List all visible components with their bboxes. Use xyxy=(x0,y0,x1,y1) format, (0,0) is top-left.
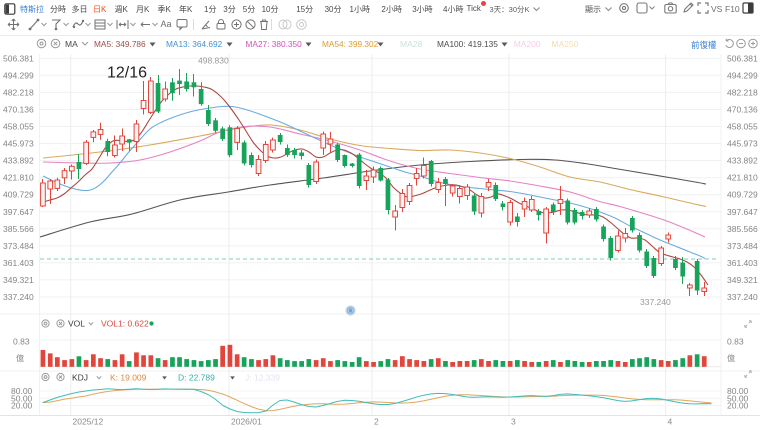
svg-text:433.892: 433.892 xyxy=(3,156,34,166)
svg-text:458.055: 458.055 xyxy=(3,122,34,132)
svg-text:482.218: 482.218 xyxy=(3,87,34,97)
svg-text:2026/01: 2026/01 xyxy=(231,417,262,427)
svg-text:50.00: 50.00 xyxy=(727,393,749,403)
svg-text:433.892: 433.892 xyxy=(727,156,758,166)
svg-text:80.00: 80.00 xyxy=(11,386,33,396)
svg-text:482.218: 482.218 xyxy=(727,87,758,97)
svg-text:VOL: VOL xyxy=(68,319,85,329)
svg-text:385.566: 385.566 xyxy=(3,224,34,234)
svg-text:J: 12.339: J: 12.339 xyxy=(245,373,280,383)
svg-text:4: 4 xyxy=(668,417,673,427)
svg-text:506.381: 506.381 xyxy=(727,53,758,63)
svg-text:2: 2 xyxy=(374,417,379,427)
svg-text:D: 22.789: D: 22.789 xyxy=(178,373,215,383)
svg-text:2025/12: 2025/12 xyxy=(73,417,104,427)
svg-text:409.729: 409.729 xyxy=(3,190,34,200)
svg-text:506.381: 506.381 xyxy=(3,53,34,63)
svg-text:80.00: 80.00 xyxy=(727,386,749,396)
svg-text:494.299: 494.299 xyxy=(727,70,758,80)
svg-text:409.729: 409.729 xyxy=(727,190,758,200)
svg-text:445.973: 445.973 xyxy=(727,139,758,149)
svg-text:373.484: 373.484 xyxy=(727,241,758,251)
svg-text:421.810: 421.810 xyxy=(727,173,758,183)
svg-text:20.00: 20.00 xyxy=(11,401,33,411)
svg-text:421.810: 421.810 xyxy=(3,173,34,183)
svg-text:397.647: 397.647 xyxy=(727,207,758,217)
svg-text:50.00: 50.00 xyxy=(11,393,33,403)
svg-text:470.136: 470.136 xyxy=(727,104,758,114)
svg-text:445.973: 445.973 xyxy=(3,139,34,149)
svg-text:337.240: 337.240 xyxy=(640,297,671,307)
svg-text:12/16: 12/16 xyxy=(107,65,147,82)
svg-text:498.830: 498.830 xyxy=(198,56,229,66)
svg-text:470.136: 470.136 xyxy=(3,104,34,114)
svg-text:20.00: 20.00 xyxy=(727,401,749,411)
svg-text:0.83: 0.83 xyxy=(727,337,744,347)
svg-text:349.321: 349.321 xyxy=(727,275,758,285)
svg-text:361.403: 361.403 xyxy=(3,258,34,268)
svg-text:397.647: 397.647 xyxy=(3,207,34,217)
svg-text:KDJ: KDJ xyxy=(72,373,88,383)
svg-text:337.240: 337.240 xyxy=(727,292,758,302)
svg-text:458.055: 458.055 xyxy=(727,122,758,132)
svg-text:億: 億 xyxy=(727,353,735,363)
svg-text:337.240: 337.240 xyxy=(3,292,34,302)
svg-text:VOL1: 0.622: VOL1: 0.622 xyxy=(101,319,149,329)
svg-text:0.83: 0.83 xyxy=(13,337,30,347)
svg-text:385.566: 385.566 xyxy=(727,224,758,234)
svg-text:494.299: 494.299 xyxy=(3,70,34,80)
svg-text:373.484: 373.484 xyxy=(3,241,34,251)
svg-text:3: 3 xyxy=(511,417,516,427)
svg-text:361.403: 361.403 xyxy=(727,258,758,268)
svg-text:K: 19.009: K: 19.009 xyxy=(110,373,147,383)
svg-text:億: 億 xyxy=(16,353,24,363)
svg-text:349.321: 349.321 xyxy=(3,275,34,285)
